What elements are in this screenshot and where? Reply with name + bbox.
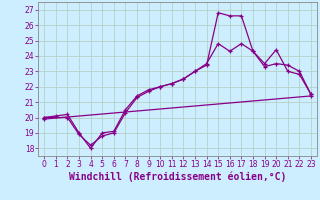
X-axis label: Windchill (Refroidissement éolien,°C): Windchill (Refroidissement éolien,°C): [69, 172, 286, 182]
